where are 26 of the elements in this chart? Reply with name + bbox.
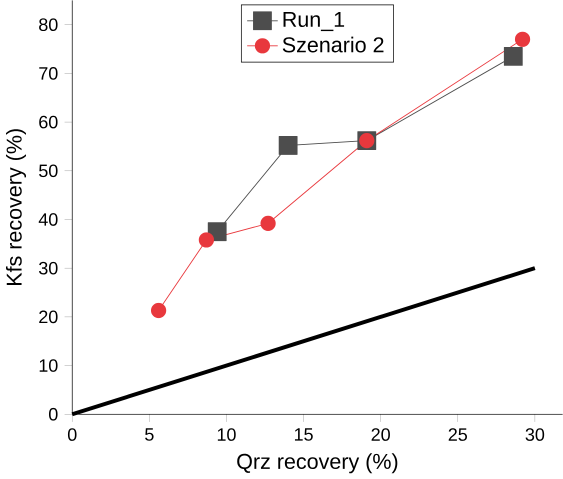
x-tick-label: 30 (526, 428, 544, 441)
point (198, 232, 214, 248)
point (504, 46, 523, 66)
legend-label: Run_1 (284, 12, 344, 31)
y-tick-label: 50 (39, 164, 58, 178)
y-tick-label: 0 (48, 408, 58, 420)
x-tick-label: 25 (448, 428, 467, 441)
point (278, 136, 298, 155)
y-tick-label: 30 (38, 262, 58, 274)
x-tick-label: 15 (294, 428, 313, 441)
y-tick-label: 10 (40, 359, 58, 372)
y-axis-title: Kfs recovery (%) (6, 129, 26, 285)
y-tick-label: 70 (39, 66, 58, 80)
point (150, 302, 166, 318)
x-axis-title: Qrz recovery (%) (237, 453, 398, 474)
point (514, 32, 530, 47)
x-tick-label: 20 (372, 428, 390, 441)
y-tick-label: 80 (39, 18, 58, 31)
y-tick-label: 60 (39, 116, 58, 128)
y-tick-label: 40 (38, 213, 58, 226)
x-tick-label: 0 (68, 428, 77, 441)
legend-label: Szenario 2 (282, 36, 384, 52)
x-tick-label: 10 (218, 428, 236, 441)
y-tick-label: 20 (39, 310, 58, 324)
x-tick-label: 5 (145, 428, 154, 441)
point (260, 216, 276, 231)
